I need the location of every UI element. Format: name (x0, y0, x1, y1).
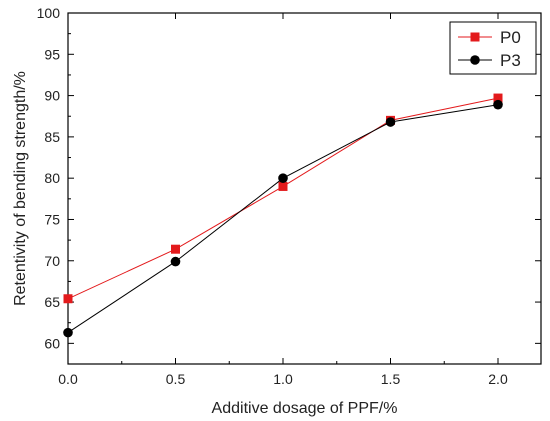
x-tick-label: 2.0 (488, 371, 508, 387)
plot-frame (67, 12, 542, 365)
data-point-p3 (385, 117, 396, 127)
y-tick-label: 60 (44, 335, 60, 351)
x-tick-label: 0.5 (166, 371, 186, 387)
legend-marker-p0 (470, 32, 480, 42)
y-tick-label: 80 (44, 170, 60, 186)
legend-box (449, 21, 537, 75)
y-tick-label: 70 (44, 253, 60, 269)
y-tick-label: 75 (44, 211, 60, 227)
plot-area: 0.0 0.5 1.0 1.5 2.0 60 65 70 75 80 85 90 95 100 P0 P3 (37, 5, 542, 387)
x-tick-label: 1.0 (273, 371, 293, 387)
x-tick-label: 1.5 (381, 371, 401, 387)
series-line-p0 (67, 97, 499, 300)
y-tick-label: 95 (44, 46, 60, 62)
data-point-p0 (278, 181, 288, 191)
legend-label-p0: P0 (500, 28, 521, 47)
data-point-p0 (171, 244, 180, 254)
data-point-p3 (278, 173, 288, 183)
x-axis-title: Additive dosage of PPF/% (212, 400, 398, 417)
data-point-p3 (170, 256, 181, 267)
data-point-p0 (493, 93, 503, 103)
legend-label-p3: P3 (500, 51, 521, 70)
x-tick-label: 0.0 (58, 371, 78, 387)
y-tick-label: 85 (44, 129, 60, 145)
y-axis-title: Retentivity of bending strength/% (12, 71, 29, 306)
legend-marker-p3 (470, 55, 480, 65)
y-tick-label: 90 (44, 88, 60, 104)
series-line-p3 (67, 104, 499, 334)
y-tick-label: 65 (44, 294, 60, 310)
data-point-p3 (63, 327, 73, 338)
y-tick-label: 100 (37, 5, 61, 21)
data-point-p3 (493, 99, 503, 110)
data-point-p0 (63, 294, 73, 304)
